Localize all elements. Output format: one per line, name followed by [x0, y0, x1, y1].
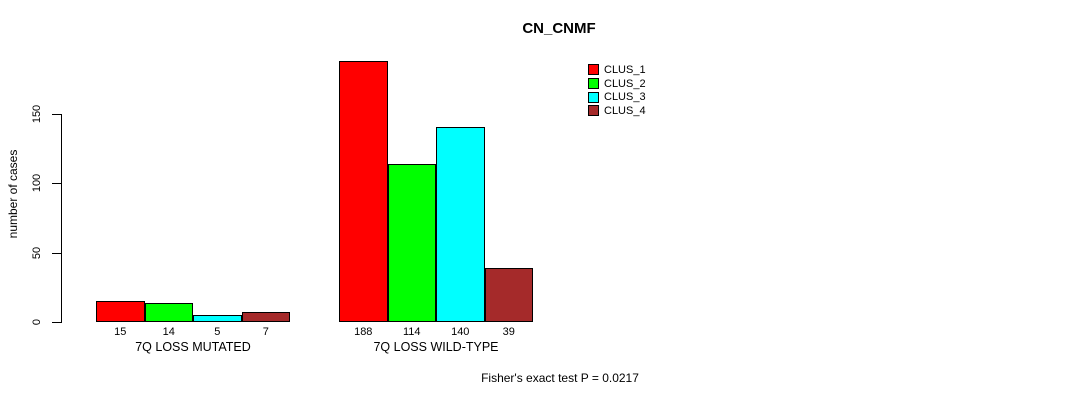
bar-clus_4-1: [241, 312, 290, 322]
bar-clus_1-2: [339, 60, 388, 322]
bar-value-label: 15: [114, 326, 127, 338]
y-axis-tick-label: 50: [31, 246, 43, 259]
bar-clus_4-2: [484, 267, 533, 322]
legend-item-clus_3: CLUS_3: [588, 90, 646, 104]
y-axis-label: number of cases: [6, 149, 20, 239]
legend-label: CLUS_1: [604, 63, 646, 76]
legend-swatch-icon: [588, 78, 599, 90]
bar-clus_3-1: [193, 315, 242, 322]
legend-item-clus_1: CLUS_1: [588, 63, 646, 77]
bar-clus_3-2: [436, 127, 485, 322]
legend-swatch-icon: [588, 91, 599, 103]
bar-value-label: 39: [502, 326, 515, 338]
bar-clus_2-2: [387, 163, 436, 322]
y-axis-tick-label: 100: [31, 173, 43, 193]
chart-title: CN_CNMF: [522, 20, 596, 37]
legend-swatch-icon: [588, 105, 599, 117]
bar-value-label: 14: [162, 326, 175, 338]
legend: CLUS_1 CLUS_2 CLUS_3 CLUS_4: [588, 63, 646, 118]
legend-swatch-icon: [588, 64, 599, 76]
bar-value-label: 140: [451, 326, 470, 338]
y-axis-tick: [52, 113, 61, 115]
bar-value-label: 188: [354, 326, 373, 338]
bar-clus_2-1: [144, 302, 193, 322]
fisher-test-annotation: Fisher's exact test P = 0.0217: [481, 371, 639, 385]
legend-label: CLUS_4: [604, 104, 646, 117]
legend-label: CLUS_2: [604, 77, 646, 90]
legend-label: CLUS_3: [604, 91, 646, 104]
legend-item-clus_2: CLUS_2: [588, 77, 646, 91]
bar-clus_1-1: [96, 301, 145, 322]
legend-item-clus_4: CLUS_4: [588, 104, 646, 118]
bar-value-label: 5: [214, 326, 221, 338]
category-label: 7Q LOSS MUTATED: [135, 340, 251, 354]
bar-value-label: 7: [262, 326, 269, 338]
y-axis-tick: [52, 252, 61, 254]
bar-value-label: 114: [402, 326, 421, 338]
y-axis-line: [61, 113, 62, 323]
y-axis-tick-label: 150: [31, 104, 43, 123]
y-axis-tick: [52, 322, 61, 323]
y-axis-tick-label: 0: [31, 318, 43, 326]
y-axis-tick: [52, 183, 61, 184]
category-label: 7Q LOSS WILD-TYPE: [373, 340, 499, 354]
